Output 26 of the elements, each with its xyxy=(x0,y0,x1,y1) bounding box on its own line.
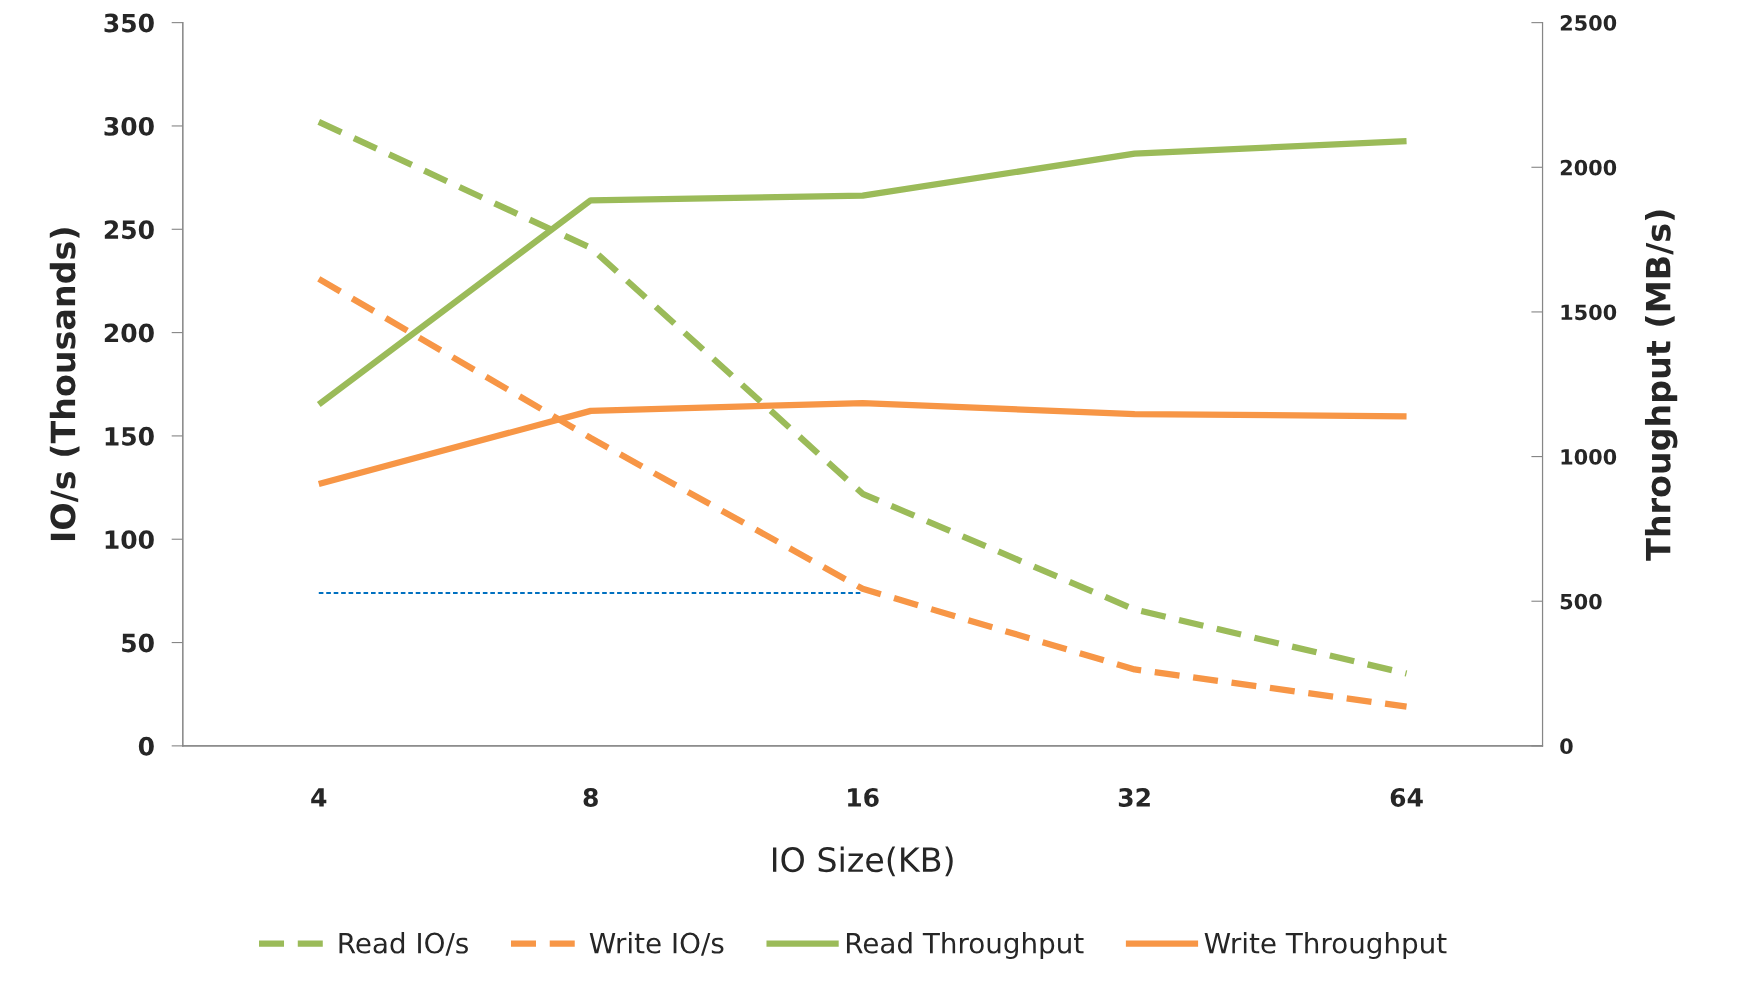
x-tick-label: 16 xyxy=(848,788,879,807)
y-tick-label: 200 xyxy=(104,323,154,343)
y-tick-label: 250 xyxy=(104,220,154,240)
x-tick-label: 32 xyxy=(1118,787,1150,807)
y2-tick-label: 1500 xyxy=(1561,304,1617,321)
legend-label: Write Throughput xyxy=(1204,932,1447,959)
y-tick-label: 0 xyxy=(138,736,154,756)
x-tick-label: 4 xyxy=(311,788,327,807)
y-axis-title: IO/s (Thousands) xyxy=(49,228,80,541)
y-tick-label: 350 xyxy=(104,13,154,33)
y-tick-label: 50 xyxy=(122,633,154,653)
y2-tick-label: 2500 xyxy=(1560,15,1617,31)
x-axis-title: IO Size(KB) xyxy=(773,846,953,877)
y-tick-label: 300 xyxy=(104,116,154,136)
legend-label: Read Throughput xyxy=(846,932,1084,959)
y2-tick-label: 500 xyxy=(1560,593,1602,610)
y-tick-label: 150 xyxy=(105,426,154,446)
y2-tick-label: 1000 xyxy=(1561,449,1617,465)
y2-axis-title: Throughput (MB/s) xyxy=(1644,210,1678,561)
x-tick-label: 64 xyxy=(1390,788,1423,807)
y2-tick-label: 2000 xyxy=(1560,159,1617,176)
legend-label: Read IO/s xyxy=(339,932,468,956)
y-tick-label: 100 xyxy=(105,530,154,550)
legend-label: Write IO/s xyxy=(589,932,724,956)
x-tick-label: 8 xyxy=(583,787,598,807)
y2-tick-label: 0 xyxy=(1560,738,1573,755)
